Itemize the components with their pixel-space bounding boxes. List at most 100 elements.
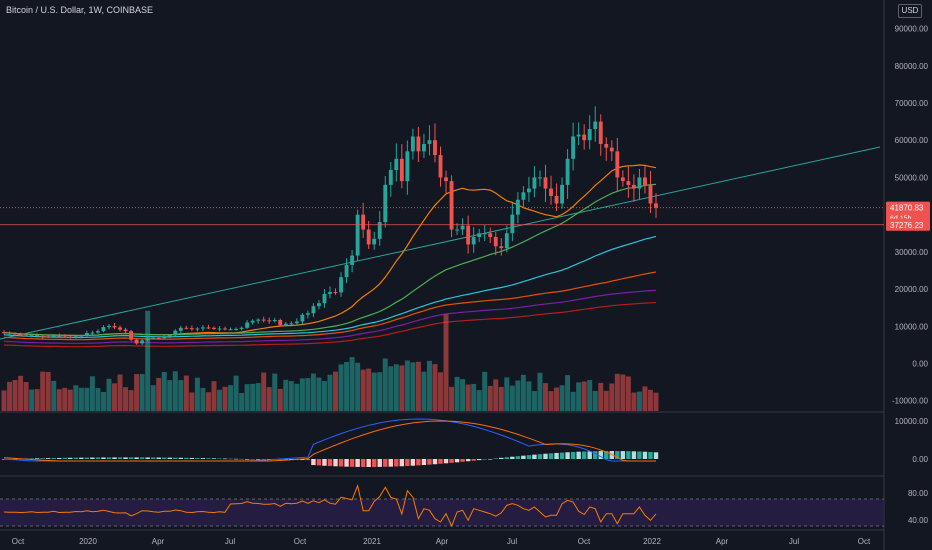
candle-body bbox=[510, 214, 515, 234]
y-tick-label: -10000.00 bbox=[892, 397, 929, 406]
candle-body bbox=[189, 328, 194, 330]
candle-body bbox=[29, 334, 34, 336]
candle-body bbox=[35, 334, 40, 336]
y-tick-label: 90000.00 bbox=[895, 25, 929, 34]
volume-bar bbox=[233, 375, 239, 411]
volume-bar bbox=[283, 379, 289, 411]
volume-bar bbox=[504, 377, 510, 411]
volume-bar bbox=[526, 381, 532, 411]
macd-hist-bar bbox=[587, 451, 592, 459]
candle-body bbox=[79, 335, 84, 337]
volume-bar bbox=[382, 358, 388, 411]
macd-hist-bar bbox=[565, 452, 570, 459]
candle-body bbox=[228, 329, 233, 331]
candle-body bbox=[394, 158, 399, 170]
volume-bar bbox=[344, 361, 350, 411]
candle-body bbox=[101, 327, 106, 332]
candle-body bbox=[521, 192, 526, 200]
macd-hist-bar bbox=[554, 452, 559, 459]
candle-body bbox=[294, 321, 299, 324]
volume-bar bbox=[100, 391, 106, 411]
candle-body bbox=[167, 335, 172, 337]
volume-bar bbox=[239, 392, 245, 411]
macd-hist-bar bbox=[244, 459, 250, 460]
volume-bar bbox=[520, 374, 526, 411]
volume-bar bbox=[537, 372, 543, 411]
volume-bar bbox=[653, 392, 659, 411]
volume-bar bbox=[228, 385, 234, 411]
currency-badge[interactable]: USD bbox=[898, 4, 922, 18]
candle-body bbox=[444, 177, 448, 182]
volume-bar bbox=[321, 381, 327, 411]
volume-bar bbox=[647, 389, 653, 411]
candle-body bbox=[311, 306, 316, 314]
volume-bar bbox=[576, 382, 582, 411]
support-price-label: 37276.23 bbox=[890, 221, 924, 230]
macd-hist-bar bbox=[84, 457, 90, 459]
volume-bar bbox=[134, 374, 140, 411]
y-tick-label: 10000.00 bbox=[895, 322, 929, 331]
volume-bar bbox=[95, 388, 101, 411]
candle-body bbox=[576, 134, 581, 137]
macd-hist-bar bbox=[421, 459, 427, 466]
candle-body bbox=[620, 177, 625, 182]
x-tick-label: 2020 bbox=[79, 537, 97, 546]
volume-bar bbox=[333, 371, 339, 411]
volume-bar bbox=[67, 389, 73, 411]
macd-hist-bar bbox=[405, 459, 410, 467]
macd-hist-bar bbox=[195, 458, 200, 459]
macd-hist-bar bbox=[178, 457, 184, 459]
macd-hist-bar bbox=[344, 459, 349, 467]
macd-hist-bar bbox=[305, 459, 311, 461]
volume-bar bbox=[73, 385, 79, 411]
candle-body bbox=[455, 229, 460, 231]
volume-bar bbox=[548, 391, 554, 411]
volume-bar bbox=[636, 391, 642, 411]
volume-bar bbox=[45, 371, 51, 411]
candle-body bbox=[261, 319, 266, 321]
candle-body bbox=[339, 277, 343, 293]
volume-bar bbox=[609, 383, 615, 411]
macd-hist-bar bbox=[79, 457, 84, 459]
candle-body bbox=[654, 203, 658, 208]
volume-bar bbox=[261, 372, 267, 411]
ma-line-ma150 bbox=[3, 271, 657, 341]
volume-bar bbox=[355, 362, 361, 411]
candle-body bbox=[300, 314, 305, 322]
candle-body bbox=[377, 222, 382, 239]
trendline bbox=[0, 146, 881, 340]
volume-bar bbox=[205, 392, 211, 411]
volume-bar bbox=[327, 374, 333, 411]
candle-body bbox=[57, 335, 62, 337]
macd-hist-bar bbox=[283, 459, 289, 460]
macd-signal-line bbox=[3, 420, 656, 462]
candle-body bbox=[145, 338, 150, 341]
volume-bar bbox=[498, 386, 504, 411]
macd-hist-bar bbox=[261, 459, 266, 460]
candle-body bbox=[156, 337, 161, 339]
volume-bar bbox=[1, 390, 7, 411]
price-axis: 90000.00 80000.00 70000.00 60000.00 50000.00… bbox=[892, 25, 929, 525]
macd-hist-bar bbox=[128, 457, 134, 459]
time-axis: Oct 2020 Apr Jul Oct 2021 Apr Jul Oct 2022 Apr Jul O… bbox=[12, 537, 871, 546]
y-tick-label: 50000.00 bbox=[895, 173, 929, 182]
volume-bar bbox=[183, 375, 189, 411]
volume-bar bbox=[250, 383, 256, 411]
ma-line-ma20 bbox=[3, 164, 657, 337]
candle-body bbox=[151, 337, 156, 339]
candle-body bbox=[184, 327, 189, 329]
macd-hist-bar bbox=[34, 458, 40, 459]
macd-hist-bar bbox=[250, 459, 255, 460]
rsi-tick-label: 40.00 bbox=[908, 516, 929, 525]
macd-hist-bar bbox=[543, 453, 548, 459]
macd-hist-bar bbox=[112, 457, 117, 459]
candle-body bbox=[206, 327, 211, 329]
y-tick-label: 0.00 bbox=[912, 360, 928, 369]
volume-bar bbox=[310, 373, 316, 411]
volume-bar bbox=[277, 388, 283, 411]
candle-body bbox=[427, 140, 432, 144]
candle-body bbox=[543, 177, 548, 189]
volume-bar bbox=[432, 364, 438, 411]
x-tick-label: Jul bbox=[507, 537, 517, 546]
